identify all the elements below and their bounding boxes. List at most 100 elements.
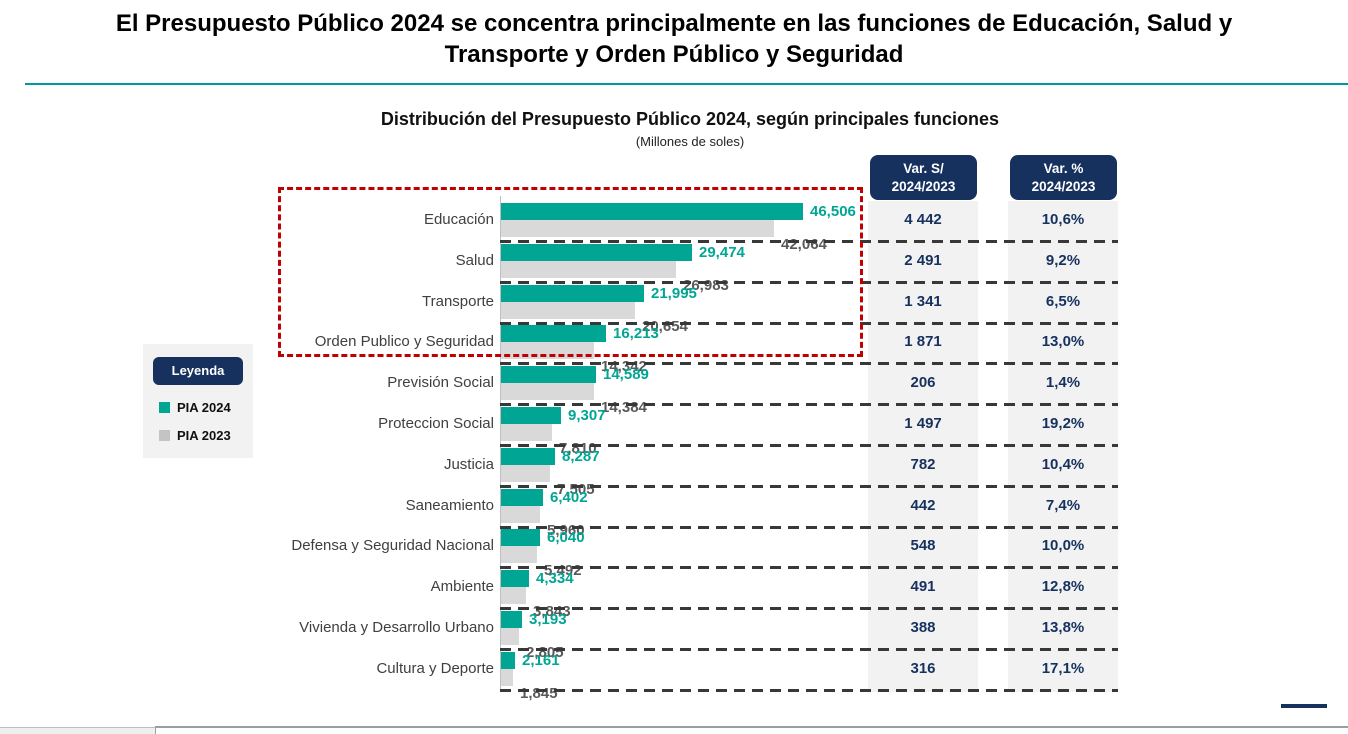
legend-label-pia-2024: PIA 2024 — [177, 400, 231, 415]
bar-pia-2023 — [501, 302, 635, 319]
value-label-pia-2024: 4,334 — [536, 570, 574, 587]
category-label: Proteccion Social — [378, 415, 494, 432]
bottom-left-pane — [0, 727, 155, 734]
value-label-pia-2024: 6,040 — [547, 529, 585, 546]
bar-pia-2024 — [501, 489, 543, 506]
row-separator — [500, 281, 1118, 284]
var-soles-column-header: Var. S/ 2024/2023 — [870, 155, 977, 200]
bar-pia-2023 — [501, 669, 513, 686]
var-soles-header-line-2: 2024/2023 — [891, 179, 956, 194]
bar-pia-2023 — [501, 587, 526, 604]
var-soles-value: 4 442 — [904, 211, 942, 228]
bar-pia-2024 — [501, 652, 515, 669]
var-pct-value: 12,8% — [1041, 578, 1085, 595]
highlight-dashed-box — [278, 187, 863, 357]
value-label-pia-2024: 2,161 — [522, 652, 560, 669]
var-soles-value: 782 — [910, 456, 936, 473]
row-separator — [500, 689, 1118, 692]
bar-pia-2024 — [501, 244, 692, 261]
var-pct-value: 13,8% — [1041, 619, 1085, 636]
value-label-pia-2024: 8,287 — [562, 448, 600, 465]
chart-subtitle: (Millones de soles) — [635, 134, 745, 149]
value-label-pia-2024: 21,995 — [651, 285, 697, 302]
title-divider-line — [25, 83, 1348, 85]
bar-pia-2024 — [501, 407, 561, 424]
bar-pia-2023 — [501, 546, 537, 563]
bar-pia-2023 — [501, 506, 540, 523]
page-title-line-2: Transporte y Orden Público y Seguridad — [444, 41, 904, 68]
category-label: Salud — [455, 252, 494, 269]
value-label-pia-2024: 29,474 — [699, 244, 745, 261]
pia-2023-swatch-icon — [159, 430, 170, 441]
row-separator — [500, 566, 1118, 569]
row-separator — [500, 648, 1118, 651]
bar-pia-2024 — [501, 448, 555, 465]
bar-pia-2024 — [501, 366, 596, 383]
var-soles-value: 316 — [910, 660, 936, 677]
bar-pia-2023 — [501, 220, 774, 237]
var-soles-value: 388 — [910, 619, 936, 636]
category-label: Educación — [423, 211, 494, 228]
row-separator — [500, 607, 1118, 610]
bar-pia-2023 — [501, 628, 519, 645]
category-label: Defensa y Seguridad Nacional — [291, 537, 494, 554]
var-pct-value: 10,4% — [1041, 456, 1085, 473]
row-separator — [500, 240, 1118, 243]
row-separator — [500, 485, 1118, 488]
var-soles-value: 1 871 — [904, 333, 942, 350]
value-label-pia-2023: 14,384 — [601, 399, 647, 416]
bar-pia-2024 — [501, 611, 522, 628]
page-title-line-1: El Presupuesto Público 2024 se concentra… — [115, 10, 1233, 37]
bar-pia-2023 — [501, 383, 594, 400]
row-separator — [500, 444, 1118, 447]
var-pct-value: 9,2% — [1045, 252, 1081, 269]
var-pct-value: 7,4% — [1045, 497, 1081, 514]
var-pct-value: 10,6% — [1041, 211, 1085, 228]
bar-pia-2024 — [501, 570, 529, 587]
bar-pia-2024 — [501, 529, 540, 546]
var-pct-value: 6,5% — [1045, 293, 1081, 310]
legend-item-pia-2023: PIA 2023 — [159, 429, 231, 443]
value-label-pia-2024: 14,589 — [603, 366, 649, 383]
row-separator — [500, 322, 1118, 325]
var-soles-value: 1 341 — [904, 293, 942, 310]
category-label: Orden Publico y Seguridad — [314, 333, 494, 350]
value-label-pia-2024: 6,402 — [550, 489, 588, 506]
category-label: Justicia — [443, 456, 494, 473]
var-pct-value: 13,0% — [1041, 333, 1085, 350]
value-label-pia-2024: 9,307 — [568, 407, 606, 424]
value-label-pia-2024: 16,213 — [613, 325, 659, 342]
pia-2024-swatch-icon — [159, 402, 170, 413]
bar-pia-2024 — [501, 325, 606, 342]
page-title: El Presupuesto Público 2024 se concentra… — [0, 8, 1348, 70]
category-label: Previsión Social — [387, 374, 494, 391]
var-soles-value: 206 — [910, 374, 936, 391]
bottom-accent-line — [1281, 704, 1327, 708]
legend-item-pia-2024: PIA 2024 — [159, 401, 231, 415]
row-separator — [500, 403, 1118, 406]
row-separator — [500, 362, 1118, 365]
category-label: Saneamiento — [405, 497, 494, 514]
row-separator — [500, 526, 1118, 529]
var-soles-value: 491 — [910, 578, 936, 595]
category-label: Transporte — [422, 293, 494, 310]
legend-panel: Leyenda PIA 2024 PIA 2023 — [143, 344, 253, 458]
legend-title: Leyenda — [153, 357, 243, 385]
var-soles-header-line-1: Var. S/ — [903, 161, 944, 176]
var-pct-header-line-2: 2024/2023 — [1031, 179, 1096, 194]
var-soles-value: 442 — [910, 497, 936, 514]
var-pct-header-line-1: Var. % — [1043, 161, 1084, 176]
value-label-pia-2024: 3,193 — [529, 611, 567, 628]
var-pct-value: 1,4% — [1045, 374, 1081, 391]
var-pct-value: 10,0% — [1041, 537, 1085, 554]
legend-label-pia-2023: PIA 2023 — [177, 428, 231, 443]
bar-pia-2023 — [501, 424, 552, 441]
var-soles-value: 1 497 — [904, 415, 942, 432]
category-label: Vivienda y Desarrollo Urbano — [299, 619, 494, 636]
value-label-pia-2023: 1,845 — [520, 685, 558, 702]
var-pct-value: 17,1% — [1041, 660, 1085, 677]
var-pct-column-header: Var. % 2024/2023 — [1010, 155, 1117, 200]
bar-pia-2024 — [501, 285, 644, 302]
bottom-right-pane — [155, 726, 1348, 734]
